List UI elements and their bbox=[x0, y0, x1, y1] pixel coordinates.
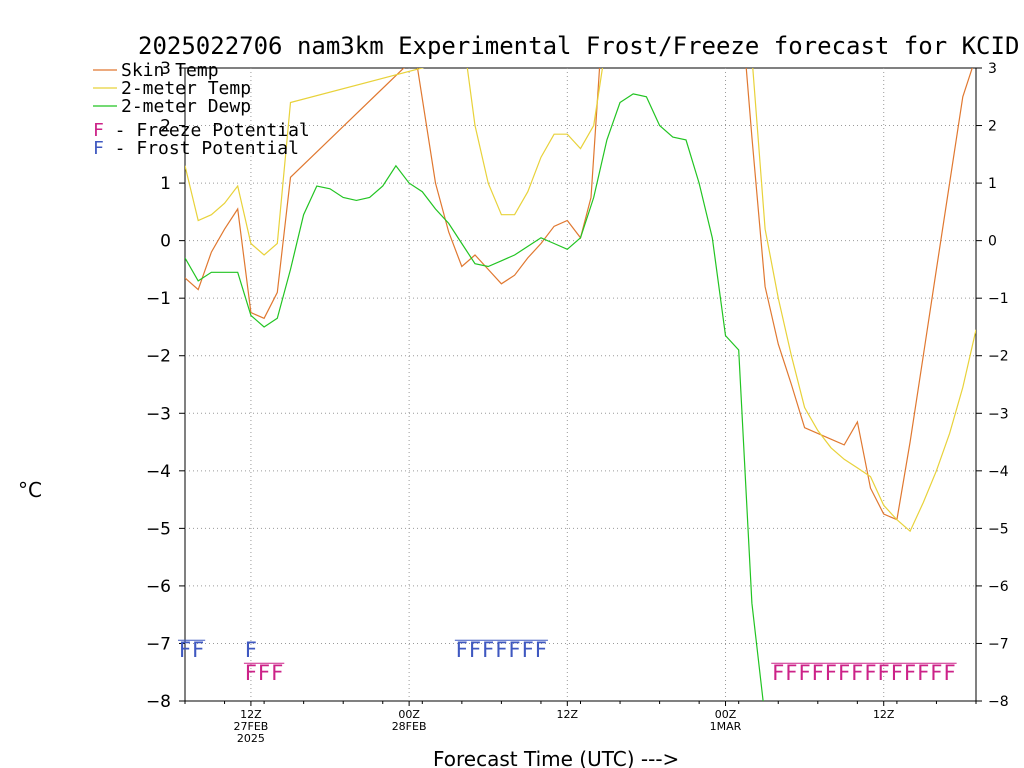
y-tick-label-right: −8 bbox=[988, 694, 1009, 710]
x-tick-label: 2025 bbox=[237, 732, 265, 745]
y-axis-label: °C bbox=[18, 478, 42, 502]
y-tick-label: 1 bbox=[160, 174, 171, 194]
freeze-potential-flag: F bbox=[917, 661, 929, 685]
x-tick-label: 00Z bbox=[398, 708, 420, 721]
freeze-potential-flag: F bbox=[838, 661, 850, 685]
y-tick-label: −4 bbox=[146, 462, 171, 482]
x-tick-label: 12Z bbox=[873, 708, 895, 721]
x-tick-label: 00Z bbox=[715, 708, 737, 721]
y-tick-label-right: 1 bbox=[988, 176, 997, 192]
y-tick-label: 0 bbox=[160, 232, 171, 252]
freeze-potential-flag: F bbox=[878, 661, 890, 685]
x-tick-label: 1MAR bbox=[710, 720, 742, 733]
frost-potential-flag: F bbox=[482, 638, 494, 662]
legend-potential: F - Freeze Potential bbox=[93, 120, 310, 141]
frost-potential-flag: F bbox=[245, 638, 257, 662]
freeze-potential-flag: F bbox=[904, 661, 916, 685]
freeze-potential-flag: F bbox=[245, 661, 257, 685]
y-tick-label: 3 bbox=[160, 59, 171, 79]
y-tick-label: 2 bbox=[160, 117, 171, 137]
y-tick-label-right: −7 bbox=[988, 636, 1009, 652]
frost-potential-flag: F bbox=[522, 638, 534, 662]
freeze-potential-flag: F bbox=[772, 661, 784, 685]
series-line-2-meter-temp bbox=[185, 68, 976, 533]
freeze-potential-flag: F bbox=[944, 661, 956, 685]
freeze-potential-flag: F bbox=[785, 661, 797, 685]
frost-potential-flag: F bbox=[469, 638, 481, 662]
chart-title: 2025022706 nam3km Experimental Frost/Fre… bbox=[138, 32, 1019, 60]
freeze-potential-flag: F bbox=[851, 661, 863, 685]
grid-lines bbox=[185, 68, 976, 701]
y-tick-label: −7 bbox=[146, 634, 171, 654]
freeze-potential-flag: F bbox=[271, 661, 283, 685]
freeze-potential-flag: F bbox=[258, 661, 270, 685]
y-tick-label: −8 bbox=[146, 692, 171, 712]
y-tick-label: −6 bbox=[146, 577, 171, 597]
freeze-potential-flag: F bbox=[891, 661, 903, 685]
legend-label: Skin Temp bbox=[121, 60, 219, 81]
y-tick-label-right: −4 bbox=[988, 464, 1009, 480]
y-tick-label: −3 bbox=[146, 404, 171, 424]
freeze-potential-flag: F bbox=[930, 661, 942, 685]
y-axis-right: 3 2 1 0 −1 −2 −3 −4 −5 −6 −7 −8 bbox=[976, 61, 1009, 710]
plot-area bbox=[184, 67, 977, 702]
frost-potential-flag: F bbox=[179, 638, 191, 662]
legend-label: 2-meter Dewp bbox=[121, 96, 251, 117]
legend-label: 2-meter Temp bbox=[121, 78, 251, 99]
x-axis-label: Forecast Time (UTC) ---> bbox=[433, 747, 679, 768]
y-tick-label: −1 bbox=[146, 289, 171, 309]
x-tick-label: 28FEB bbox=[392, 720, 427, 733]
y-tick-label: −5 bbox=[146, 519, 171, 539]
y-tick-label-right: 2 bbox=[988, 119, 997, 135]
freeze-potential-flag: F bbox=[864, 661, 876, 685]
frost-potential-flag: F bbox=[495, 638, 507, 662]
potential-flags: F F F F F F F F F FF F F F F F F F F F F F F F F F F bbox=[178, 638, 957, 685]
legend-potential: F - Frost Potential bbox=[93, 138, 299, 159]
freeze-potential-flag: F bbox=[799, 661, 811, 685]
y-tick-label-right: −6 bbox=[988, 579, 1009, 595]
y-tick-label-right: −1 bbox=[988, 291, 1009, 307]
y-tick-label-right: −2 bbox=[988, 349, 1009, 365]
x-tick-label: 12Z bbox=[557, 708, 579, 721]
freeze-potential-flag: F bbox=[812, 661, 824, 685]
frost-potential-flag: F bbox=[509, 638, 521, 662]
series-line-2-meter-dewp bbox=[185, 93, 764, 701]
x-tick-label: 27FEB bbox=[234, 720, 269, 733]
freeze-potential-flag: F bbox=[825, 661, 837, 685]
x-tick-label: 12Z bbox=[240, 708, 262, 721]
frost-potential-flag: F bbox=[535, 638, 547, 662]
y-tick-label-right: 3 bbox=[988, 61, 997, 77]
y-tick-label-right: 0 bbox=[988, 234, 997, 250]
y-tick-label-right: −3 bbox=[988, 406, 1009, 422]
frost-potential-flag: F bbox=[456, 638, 468, 662]
y-tick-label-right: −5 bbox=[988, 521, 1009, 537]
y-axis-left: 3 2 1 0 −1 −2 −3 −4 −5 −6 −7 −8 bbox=[146, 59, 185, 712]
series-group bbox=[185, 68, 976, 701]
frost-potential-flag: F bbox=[192, 638, 204, 662]
y-tick-label: −2 bbox=[146, 347, 171, 367]
